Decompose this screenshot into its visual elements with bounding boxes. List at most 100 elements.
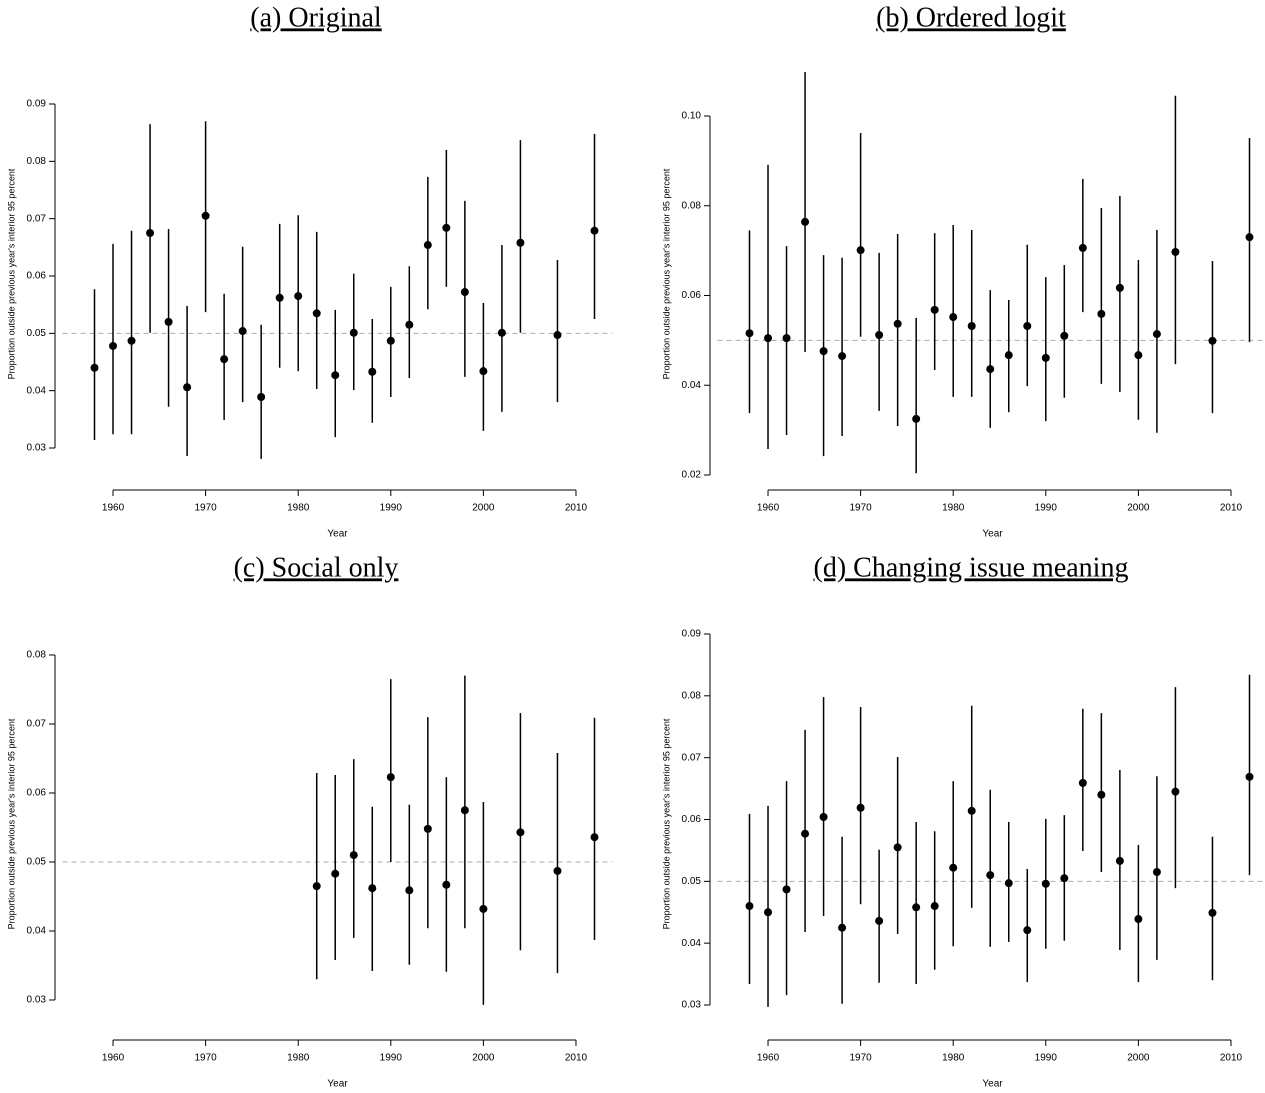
- point: [590, 226, 599, 235]
- point: [460, 288, 469, 297]
- x-axis-label: Year: [327, 529, 348, 540]
- y-axis-label: Proportion outside previous year's inter…: [661, 718, 671, 929]
- point: [386, 773, 395, 782]
- point: [1060, 874, 1069, 883]
- point: [875, 330, 884, 339]
- point: [1097, 309, 1106, 318]
- y-tick-label: 0.04: [682, 938, 702, 949]
- point: [764, 908, 773, 917]
- point: [368, 884, 377, 893]
- point: [442, 223, 451, 232]
- point: [893, 843, 902, 852]
- panel: (b) Ordered logit 1960 1970 1980 1990 2000 201…: [661, 2, 1265, 540]
- point: [1171, 787, 1180, 796]
- point: [838, 923, 847, 932]
- point: [745, 329, 754, 338]
- point: [1078, 243, 1087, 252]
- point: [1115, 856, 1124, 865]
- point: [912, 903, 921, 912]
- x-tick-label: 1960: [757, 1053, 780, 1064]
- y-tick-label: 0.03: [682, 1000, 702, 1011]
- point: [819, 347, 828, 356]
- point: [201, 211, 210, 220]
- point: [930, 305, 939, 314]
- x-axis-label: Year: [327, 1079, 348, 1090]
- point: [745, 902, 754, 911]
- x-tick-label: 2000: [1127, 503, 1150, 514]
- point: [912, 414, 921, 423]
- point: [1097, 790, 1106, 799]
- y-tick-label: 0.03: [27, 443, 47, 454]
- point: [1041, 353, 1050, 362]
- y-tick-label: 0.09: [27, 99, 47, 110]
- y-tick-label: 0.07: [682, 752, 702, 763]
- panel-title: (a) Original: [250, 2, 382, 33]
- point: [782, 334, 791, 343]
- panel-title: (d) Changing issue meaning: [814, 552, 1129, 583]
- point: [949, 313, 958, 322]
- x-tick-label: 1980: [287, 503, 310, 514]
- x-tick-label: 1990: [1035, 1053, 1058, 1064]
- y-tick-label: 0.05: [27, 328, 47, 339]
- x-axis-label: Year: [982, 1079, 1003, 1090]
- x-tick-label: 1970: [194, 503, 217, 514]
- point: [312, 309, 321, 318]
- x-tick-label: 1970: [849, 503, 872, 514]
- point: [1208, 908, 1217, 917]
- point: [856, 246, 865, 255]
- y-tick-label: 0.05: [27, 857, 47, 868]
- x-tick-label: 1960: [102, 1053, 125, 1064]
- x-tick-label: 1980: [287, 1053, 310, 1064]
- point: [801, 217, 810, 226]
- point: [423, 241, 432, 250]
- y-tick-label: 0.08: [682, 690, 702, 701]
- x-tick-label: 2000: [472, 1053, 495, 1064]
- point: [294, 292, 303, 301]
- y-tick-label: 0.04: [27, 926, 47, 937]
- point: [1134, 351, 1143, 360]
- point: [479, 367, 488, 376]
- x-tick-label: 1990: [1035, 503, 1058, 514]
- point: [930, 902, 939, 911]
- point: [875, 916, 884, 925]
- panel: (c) Social only 1960 1970 1980 1990 2000 2010 Y…: [6, 552, 613, 1090]
- point: [1208, 336, 1217, 345]
- point: [590, 833, 599, 842]
- point: [220, 355, 229, 364]
- point: [553, 866, 562, 875]
- y-tick-label: 0.07: [27, 213, 47, 224]
- y-tick-label: 0.06: [682, 814, 702, 825]
- y-axis-label: Proportion outside previous year's inter…: [6, 718, 16, 929]
- x-tick-label: 1970: [194, 1053, 217, 1064]
- y-tick-label: 0.06: [682, 290, 702, 301]
- y-tick-label: 0.07: [27, 719, 47, 730]
- point: [1115, 283, 1124, 292]
- point: [368, 367, 377, 376]
- point: [967, 322, 976, 331]
- x-tick-label: 2010: [565, 503, 588, 514]
- point: [497, 328, 506, 337]
- point: [764, 334, 773, 343]
- x-tick-label: 2010: [1220, 503, 1243, 514]
- y-axis-label: Proportion outside previous year's inter…: [6, 168, 16, 379]
- point: [423, 824, 432, 833]
- point: [386, 336, 395, 345]
- point: [1245, 233, 1254, 242]
- point: [1023, 322, 1032, 331]
- point: [1004, 879, 1013, 888]
- panel-title: (b) Ordered logit: [876, 2, 1066, 33]
- point: [1245, 772, 1254, 781]
- x-tick-label: 1970: [849, 1053, 872, 1064]
- point: [1171, 247, 1180, 256]
- y-tick-label: 0.06: [27, 788, 47, 799]
- point: [1060, 331, 1069, 340]
- x-tick-label: 2010: [565, 1053, 588, 1064]
- point: [164, 317, 173, 326]
- point: [183, 383, 192, 392]
- point: [257, 392, 266, 401]
- y-tick-label: 0.05: [682, 876, 702, 887]
- y-tick-label: 0.08: [27, 156, 47, 167]
- point: [782, 885, 791, 894]
